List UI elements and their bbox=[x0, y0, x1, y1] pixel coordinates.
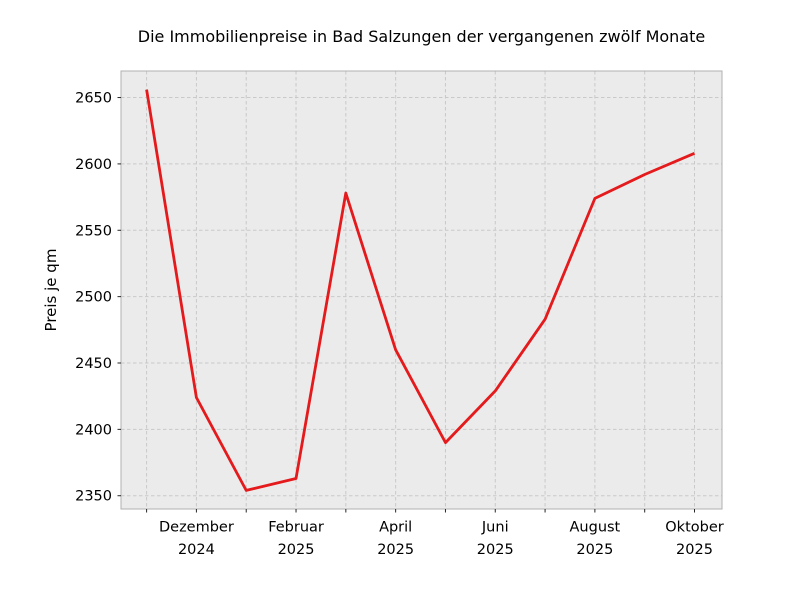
x-tick-label-month: August bbox=[570, 520, 621, 536]
y-tick-label: 2550 bbox=[75, 223, 112, 239]
x-tick-label-month: Oktober bbox=[665, 520, 723, 536]
y-tick-label: 2350 bbox=[75, 489, 112, 505]
y-tick-label: 2500 bbox=[75, 290, 112, 306]
x-tick-label-month: Februar bbox=[268, 520, 324, 536]
x-tick-label-year: 2024 bbox=[178, 542, 215, 558]
y-tick-label: 2450 bbox=[75, 356, 112, 372]
price-series-line bbox=[145, 89, 696, 492]
x-tick-label-month: April bbox=[379, 520, 412, 536]
x-tick-label-year: 2025 bbox=[477, 542, 514, 558]
y-axis-label: Preis je qm bbox=[42, 248, 60, 332]
plot-border bbox=[120, 70, 723, 510]
x-tick-label-year: 2025 bbox=[377, 542, 414, 558]
x-tick-label-year: 2025 bbox=[278, 542, 315, 558]
plot-area bbox=[121, 71, 722, 509]
y-tick-label: 2650 bbox=[75, 91, 112, 107]
x-tick-label-year: 2025 bbox=[676, 542, 713, 558]
chart-title: Die Immobilienpreise in Bad Salzungen de… bbox=[137, 27, 706, 46]
x-tick-label-month: Juni bbox=[481, 520, 509, 536]
y-tick-label: 2600 bbox=[75, 157, 112, 173]
x-tick-label-month: Dezember bbox=[159, 520, 234, 536]
x-tick-label-year: 2025 bbox=[576, 542, 613, 558]
y-tick-label: 2400 bbox=[75, 422, 112, 438]
